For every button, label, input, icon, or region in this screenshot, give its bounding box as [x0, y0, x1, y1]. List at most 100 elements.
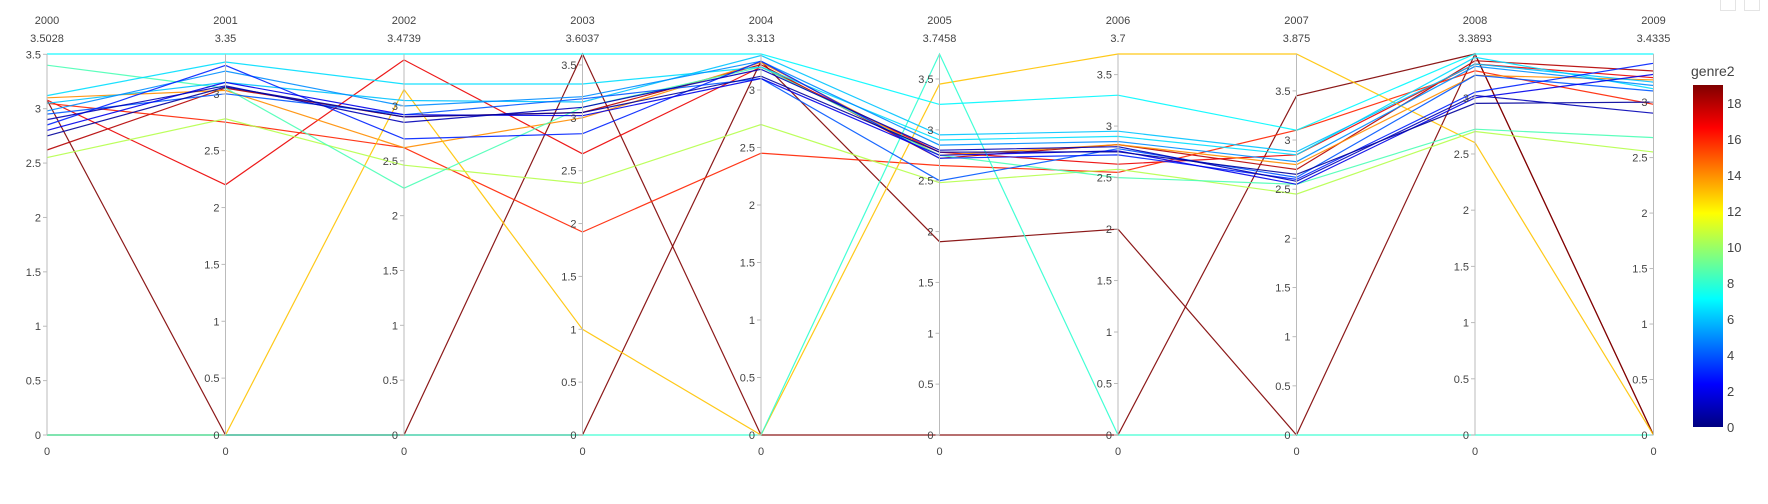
axis-tick-label: 0.5	[26, 376, 41, 388]
data-line-18	[46, 75, 1654, 176]
axis-tick-label: 0	[35, 430, 41, 442]
colorbar-tick-label: 8	[1727, 276, 1734, 291]
lines-layer	[46, 52, 1655, 437]
data-line-6	[47, 53, 1655, 436]
axis-2002[interactable]: 2002 3.4739 00 0.5 1 1.5 2 2.5 3	[383, 15, 421, 458]
colorbar-tick-label: 2	[1727, 384, 1734, 399]
axis-2000[interactable]: 2000 3.5028 00 0.5 1 1.5 2 2.5 3 3.5	[26, 15, 64, 458]
data-line-12	[46, 54, 1654, 153]
axis-2003[interactable]: 2003 3.6037 00 0.5 1 1.5 2 2.5 3 3.5	[561, 15, 599, 458]
axis-tick-label: 0	[1641, 430, 1647, 442]
axis-tick-label: 3.5	[26, 49, 41, 61]
axis-tick-label: 0	[927, 430, 933, 442]
data-line-10	[47, 53, 1654, 131]
axis-range-max: 3.313	[747, 33, 775, 45]
axis-tick-label: 1	[392, 320, 398, 332]
axis-tick-label: 0	[213, 430, 219, 442]
axis-tick-label: 2.5	[1632, 153, 1647, 165]
axis-tick-label: 3.5	[1275, 86, 1290, 98]
axis-tick-label: 2	[1106, 224, 1112, 236]
axis-tick-label: 0.5	[1097, 379, 1112, 391]
axis-tick-label: 1.5	[740, 257, 755, 269]
axis-range-min: 0	[579, 446, 585, 458]
axis-tick-label: 1.5	[1632, 264, 1647, 276]
axis-tick-label: 3	[213, 89, 219, 101]
data-line-7	[46, 118, 1654, 195]
axis-tick-label: 0	[1106, 430, 1112, 442]
axis-tick-label: 1	[1106, 327, 1112, 339]
data-line-9	[47, 52, 1654, 436]
axis-2008[interactable]: 2008 3.3893 00 0.5 1 1.5 2 2.5 3	[1454, 15, 1492, 458]
plotly-logo-icon[interactable]	[1744, 0, 1760, 11]
axis-range-max: 3.35	[215, 33, 236, 45]
axis-title: 2003	[570, 15, 594, 27]
axis-tick-label: 1.5	[918, 277, 933, 289]
axis-tick-label: 2.5	[918, 176, 933, 188]
axis-tick-label: 2.5	[740, 142, 755, 154]
axis-tick-label: 1	[749, 315, 755, 327]
axis-tick-label: 2	[1463, 205, 1469, 217]
data-line-13	[46, 60, 1654, 163]
axis-tick-label: 3.5	[918, 74, 933, 86]
axis-tick-label: 3	[1284, 135, 1290, 147]
axis-title: 2000	[35, 15, 59, 27]
axis-2005[interactable]: 2005 3.7458 00 0.5 1 1.5 2 2.5 3 3.5	[918, 15, 956, 458]
axis-title: 2007	[1284, 15, 1308, 27]
axis-tick-label: 1.5	[1454, 261, 1469, 273]
axis-tick-label: 0	[1463, 430, 1469, 442]
axis-tick-label: 1	[1463, 318, 1469, 330]
axis-tick-label: 1.5	[383, 265, 398, 277]
axis-2004[interactable]: 2004 3.313 00 0.5 1 1.5 2 2.5 3	[740, 15, 775, 458]
axis-2007[interactable]: 2007 3.875 00 0.5 1 1.5 2 2.5 3 3.5	[1275, 15, 1310, 458]
colorbar-tick-label: 16	[1727, 132, 1741, 147]
axis-range-max: 3.4739	[387, 33, 421, 45]
axis-tick-label: 2	[570, 219, 576, 231]
axis-tick-label: 1	[213, 316, 219, 328]
axis-range-max: 3.4335	[1637, 33, 1671, 45]
axis-tick-label: 1.5	[1275, 283, 1290, 295]
colorbar-tick-label: 14	[1727, 168, 1741, 183]
axis-2006[interactable]: 2006 3.7 00 0.5 1 1.5 2 2.5 3 3.5	[1097, 15, 1131, 458]
axis-tick-label: 3	[1641, 97, 1647, 109]
axis-tick-label: 0.5	[918, 379, 933, 391]
colorbar-tick-label: 6	[1727, 312, 1734, 327]
axis-tick-label: 0.5	[740, 372, 755, 384]
axis-title: 2004	[749, 15, 773, 27]
axis-range-min: 0	[1115, 446, 1121, 458]
axis-range-min: 0	[1650, 446, 1656, 458]
axis-tick-label: 2.5	[1097, 173, 1112, 185]
axis-title: 2009	[1641, 15, 1665, 27]
axis-tick-label: 1	[1284, 332, 1290, 344]
axis-tick-label: 2	[927, 227, 933, 239]
axis-tick-label: 2.5	[204, 146, 219, 158]
axis-tick-label: 2.5	[1275, 184, 1290, 196]
camera-icon[interactable]	[1720, 0, 1736, 11]
axis-tick-label: 0	[570, 430, 576, 442]
data-line-5	[46, 61, 1654, 166]
axis-tick-label: 3.5	[561, 60, 576, 72]
axis-tick-label: 2.5	[1454, 149, 1469, 161]
axis-tick-label: 2	[1284, 233, 1290, 245]
colorbar-tick-label: 10	[1727, 240, 1741, 255]
axis-2009[interactable]: 2009 3.4335 00 0.5 1 1.5 2 2.5 3	[1632, 15, 1670, 458]
axis-range-min: 0	[758, 446, 764, 458]
axis-tick-label: 2	[1641, 208, 1647, 220]
axis-tick-label: 0.5	[561, 377, 576, 389]
colorbar: genre2 0 2 4 6 8 10 12 14 16 18	[1691, 63, 1741, 435]
axis-tick-label: 2.5	[561, 166, 576, 178]
axis-tick-label: 3	[392, 101, 398, 113]
axis-tick-label: 0	[1284, 430, 1290, 442]
axis-tick-label: 3.5	[1097, 70, 1112, 82]
axis-range-min: 0	[44, 446, 50, 458]
data-line-4	[46, 70, 1654, 233]
axis-range-max: 3.3893	[1458, 33, 1492, 45]
axis-range-max: 3.6037	[566, 33, 600, 45]
axis-2001[interactable]: 2001 3.35 00 0.5 1 1.5 2 2.5 3	[204, 15, 238, 458]
axis-tick-label: 0.5	[383, 375, 398, 387]
axis-range-max: 3.875	[1283, 33, 1311, 45]
axis-tick-label: 1	[1641, 319, 1647, 331]
axis-tick-label: 0	[392, 430, 398, 442]
axis-range-min: 0	[401, 446, 407, 458]
axis-tick-label: 3	[1106, 121, 1112, 133]
colorbar-tick-label: 18	[1727, 96, 1741, 111]
